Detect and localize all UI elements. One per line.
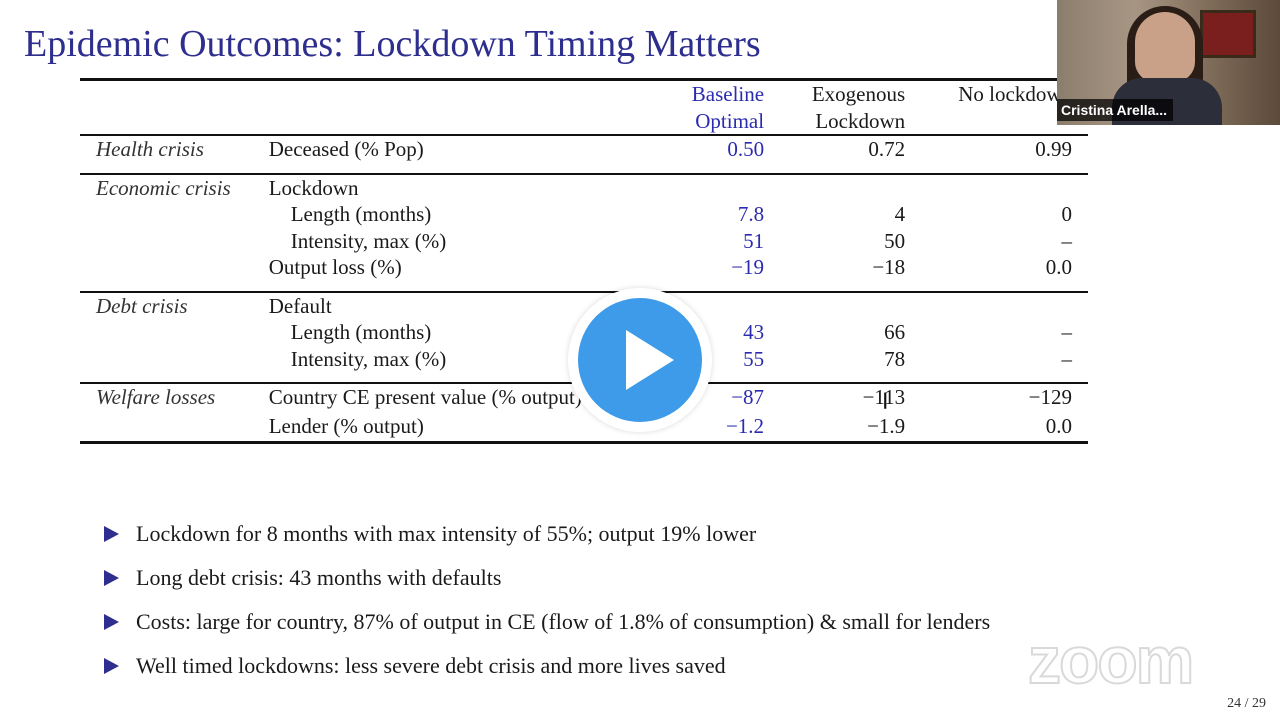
cell-baseline: −19 <box>731 255 765 279</box>
section-label: Welfare losses <box>96 385 216 409</box>
cell-exogenous: −113 <box>862 385 906 409</box>
bullet-list: Lockdown for 8 months with max intensity… <box>104 512 990 688</box>
header-baseline: Baseline Optimal <box>691 82 765 133</box>
table-header-row: Baseline Optimal Exogenous Lockdown No l… <box>80 79 1088 136</box>
table-row: Economic crisis Lockdown <box>80 173 1088 202</box>
row-label: Intensity, max (%) <box>290 346 447 371</box>
cell-baseline: 0.50 <box>727 137 765 161</box>
group-label: Default <box>268 293 332 318</box>
table-row: Lender (% output) −1.2 −1.9 0.0 <box>80 411 1088 443</box>
participant-name-label: Cristina Arella... <box>1057 99 1174 121</box>
table-row: Debt crisis Default <box>80 291 1088 320</box>
table-row: Health crisis Deceased (% Pop) 0.50 0.72… <box>80 135 1088 163</box>
cell-baseline: 7.8 <box>737 202 765 226</box>
row-label: Lender (% output) <box>268 413 424 438</box>
bullet-item: Costs: large for country, 87% of output … <box>104 600 990 644</box>
cell-baseline: −1.2 <box>725 413 765 438</box>
text-cursor-icon: Ι <box>882 390 889 415</box>
cell-exogenous: −1.9 <box>867 413 906 438</box>
cell-no-lockdown: – <box>1061 228 1073 253</box>
row-label: Intensity, max (%) <box>290 228 447 253</box>
group-label: Lockdown <box>268 175 359 200</box>
participant-face <box>1135 12 1195 82</box>
cell-no-lockdown: 0.0 <box>1045 255 1072 279</box>
row-label: Length (months) <box>290 320 432 344</box>
cell-no-lockdown: −129 <box>1028 385 1072 409</box>
participant-video-tile[interactable]: Cristina Arella... <box>1057 0 1280 125</box>
cell-exogenous: 4 <box>894 202 906 226</box>
table-row: Length (months) 43 66 – <box>80 319 1088 346</box>
row-label: Deceased (% Pop) <box>268 137 424 161</box>
bullet-item: Lockdown for 8 months with max intensity… <box>104 512 990 556</box>
section-label: Health crisis <box>96 137 204 161</box>
slide-title: Epidemic Outcomes: Lockdown Timing Matte… <box>24 23 761 65</box>
cell-no-lockdown: 0 <box>1061 202 1073 226</box>
table-row: Output loss (%) −19 −18 0.0 <box>80 254 1088 281</box>
cell-no-lockdown: – <box>1061 320 1073 344</box>
page-number: 24 / 29 <box>1227 696 1266 711</box>
row-label: Country CE present value (% output) <box>268 385 582 409</box>
bullet-triangle-icon <box>104 614 119 630</box>
cell-exogenous: 0.72 <box>868 137 906 161</box>
section-label: Debt crisis <box>96 293 188 318</box>
cell-baseline: 51 <box>743 228 765 253</box>
table-row: Length (months) 7.8 4 0 <box>80 201 1088 228</box>
bullet-triangle-icon <box>104 658 119 674</box>
header-no-lockdown: No lockdown <box>958 82 1072 106</box>
cell-baseline: 43 <box>743 320 765 344</box>
results-table: Baseline Optimal Exogenous Lockdown No l… <box>80 78 1088 444</box>
cell-exogenous: 66 <box>884 320 906 344</box>
row-label: Output loss (%) <box>268 255 402 279</box>
cell-exogenous: 50 <box>884 228 906 253</box>
cell-baseline: 55 <box>743 346 765 371</box>
section-label: Economic crisis <box>96 175 231 200</box>
header-exogenous: Exogenous Lockdown <box>811 82 906 133</box>
cell-no-lockdown: 0.99 <box>1035 137 1072 161</box>
table-row: Intensity, max (%) 51 50 – <box>80 228 1088 255</box>
cell-exogenous: −18 <box>872 255 906 279</box>
cell-no-lockdown: 0.0 <box>1045 413 1072 438</box>
row-label: Length (months) <box>290 202 432 226</box>
play-button-icon[interactable] <box>568 288 712 432</box>
bullet-triangle-icon <box>104 570 119 586</box>
cell-baseline: −87 <box>731 385 765 409</box>
bullet-triangle-icon <box>104 526 119 542</box>
cell-no-lockdown: – <box>1061 346 1073 371</box>
bullet-item: Long debt crisis: 43 months with default… <box>104 556 990 600</box>
wall-picture <box>1200 10 1256 58</box>
table-row: Intensity, max (%) 55 78 – <box>80 346 1088 373</box>
bullet-item: Well timed lockdowns: less severe debt c… <box>104 644 990 688</box>
zoom-watermark: zoom <box>1027 622 1195 698</box>
cell-exogenous: 78 <box>884 346 906 371</box>
